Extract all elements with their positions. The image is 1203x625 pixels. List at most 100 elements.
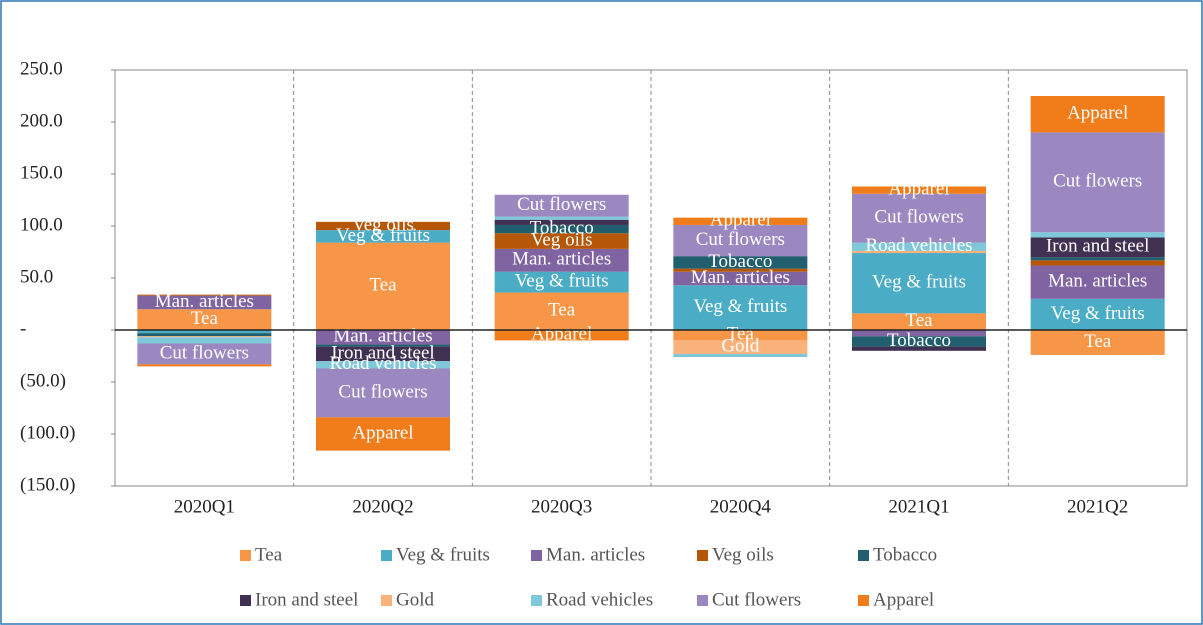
bar-segment [494, 330, 629, 341]
segment-label: Veg oils [352, 214, 414, 235]
bar-segment [1030, 330, 1165, 355]
bar-segment [316, 242, 450, 330]
bar-segment [852, 250, 986, 254]
bar-segment [316, 361, 450, 369]
x-tick-label: 2020Q2 [352, 496, 413, 517]
legend-label: Tea [255, 544, 283, 565]
bar-segment [316, 230, 450, 243]
legend-label: Iron and steel [255, 589, 358, 610]
legend-swatch [858, 550, 869, 561]
segment-label: Cut flowers [338, 381, 427, 402]
legend-label: Man. articles [546, 544, 645, 565]
legend-label: Veg oils [712, 544, 774, 565]
y-tick-label: 250.0 [20, 58, 63, 79]
segment-label: Tobacco [708, 251, 772, 272]
bar-segment [673, 268, 808, 272]
bar-segment [673, 224, 808, 257]
bar-segment [316, 344, 450, 347]
bar-segment [1030, 132, 1165, 233]
segment-label: Man. articles [512, 249, 611, 270]
bar-segment [494, 224, 629, 234]
segment-label: Iron and steel [1046, 236, 1149, 257]
bar-segment [1030, 232, 1165, 238]
x-tick-label: 2020Q4 [710, 496, 772, 517]
bar-segment [494, 219, 629, 225]
segment-label: Road vehicles [865, 235, 972, 256]
bar-segment [316, 346, 450, 362]
segment-label: Veg & fruits [1051, 303, 1145, 324]
bar-segment [494, 194, 629, 217]
legend-label: Apparel [873, 589, 934, 610]
segment-label: Apparel [888, 178, 949, 199]
segment-label: Cut flowers [696, 229, 785, 250]
segment-label: Man. articles [1048, 271, 1147, 292]
bar-segment [137, 309, 272, 330]
segment-label: Road vehicles [329, 353, 436, 374]
bar-segment [852, 330, 986, 337]
y-tick-label: 150.0 [20, 162, 63, 183]
x-tick-label: 2020Q1 [174, 496, 235, 517]
y-tick-label: (100.0) [20, 422, 75, 443]
segment-label: Apparel [531, 324, 592, 345]
legend-swatch [697, 595, 708, 606]
legend-label: Road vehicles [546, 589, 653, 610]
legend-swatch [531, 595, 542, 606]
x-tick-label: 2021Q1 [888, 496, 949, 517]
bar-segment [1030, 96, 1165, 133]
bar-segment [137, 295, 272, 310]
segment-label: Cut flowers [1053, 171, 1142, 192]
bar-segment [1030, 257, 1165, 261]
segment-label: Veg oils [531, 229, 593, 250]
segment-label: Tea [905, 310, 933, 331]
bar-segment [137, 343, 272, 365]
bar-segment [494, 216, 629, 220]
bar-segment [673, 256, 808, 269]
bar-segment [316, 330, 450, 345]
segment-label: Tea [548, 300, 576, 321]
legend-label: Gold [396, 589, 435, 610]
legend-label: Cut flowers [712, 589, 801, 610]
bar-segment [316, 368, 450, 418]
legend-swatch [381, 595, 392, 606]
segment-label: Tea [1084, 331, 1112, 352]
segment-label: Cut flowers [874, 207, 963, 228]
bar-segment [1030, 298, 1165, 330]
legend-swatch [240, 595, 251, 606]
bar-segment [852, 186, 986, 194]
legend-swatch [697, 550, 708, 561]
bar-segment [137, 364, 272, 367]
bar-segment [494, 248, 629, 272]
segment-label: Tea [727, 324, 755, 345]
bar-segment [852, 336, 986, 347]
segment-label: Gold [721, 336, 760, 357]
segment-label: Man. articles [691, 267, 790, 288]
legend-swatch [858, 595, 869, 606]
segment-label: Veg & fruits [872, 272, 966, 293]
segment-label: Veg & fruits [336, 225, 430, 246]
y-tick-label: - [20, 318, 26, 339]
bar-segment [316, 221, 450, 231]
segment-label: Apparel [1067, 103, 1128, 124]
bar-segment [1030, 260, 1165, 266]
segment-label: Cut flowers [160, 342, 249, 363]
legend-label: Tobacco [873, 544, 937, 565]
segment-label: Cut flowers [517, 194, 606, 215]
y-tick-label: 100.0 [20, 214, 63, 235]
x-tick-label: 2021Q2 [1067, 496, 1128, 517]
bar-segment [673, 271, 808, 286]
segment-label: Veg & fruits [693, 296, 787, 317]
bar-segment [673, 353, 808, 358]
bar-segment [673, 330, 808, 341]
legend-label: Veg & fruits [396, 544, 490, 565]
bar-segment [1030, 265, 1165, 299]
legend-swatch [531, 550, 542, 561]
bar-segment [494, 292, 629, 330]
segment-label: Man. articles [155, 291, 254, 312]
segment-label: Tobacco [887, 330, 951, 351]
legend-swatch [381, 550, 392, 561]
y-tick-label: (150.0) [20, 474, 75, 495]
bar-segment [852, 313, 986, 330]
bar-segment [137, 336, 272, 338]
segment-label: Tobacco [530, 217, 594, 238]
